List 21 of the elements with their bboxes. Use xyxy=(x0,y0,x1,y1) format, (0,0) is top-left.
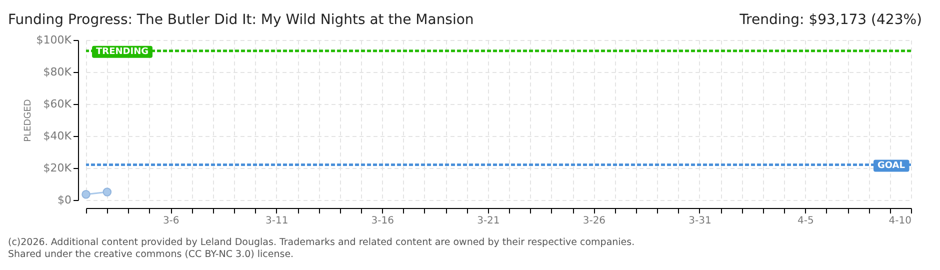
x-tick-label: 3-26 xyxy=(582,216,606,226)
y-tick-label: $40K xyxy=(43,130,72,142)
y-tick-label: $0 xyxy=(58,194,72,206)
x-tick-label: 4-10 xyxy=(888,216,912,226)
x-tick-label: 3-31 xyxy=(688,216,712,226)
ref-line-label: TRENDING xyxy=(96,46,148,57)
x-tick-label: 3-11 xyxy=(266,216,288,226)
x-tick-label: 4-5 xyxy=(798,216,814,226)
y-axis-title: PLEDGED xyxy=(23,99,34,142)
y-tick-label: $100K xyxy=(36,34,72,46)
y-tick-label: $20K xyxy=(43,162,72,174)
chart-subtitle: Trending: $93,173 (423%) xyxy=(740,12,922,28)
x-tick-label: 3-21 xyxy=(477,216,500,226)
x-tick-label: 3-6 xyxy=(162,216,180,226)
text: (c)2026. Additional content provided by Leland Douglas. Trademarks and related content are owned by their respective companies. xyxy=(8,237,635,249)
y-tick-label: $80K xyxy=(43,66,72,78)
chart-title: Funding Progress: The Butler Did It: My Wild Nights at the Mansion xyxy=(8,12,474,28)
y-tick-label: $60K xyxy=(43,98,72,110)
ref-line-label: GOAL xyxy=(878,160,906,171)
x-tick-label: 3-16 xyxy=(371,216,394,226)
text: Shared under the creative commons (CC BY-NC 3.0) license. xyxy=(8,249,295,261)
